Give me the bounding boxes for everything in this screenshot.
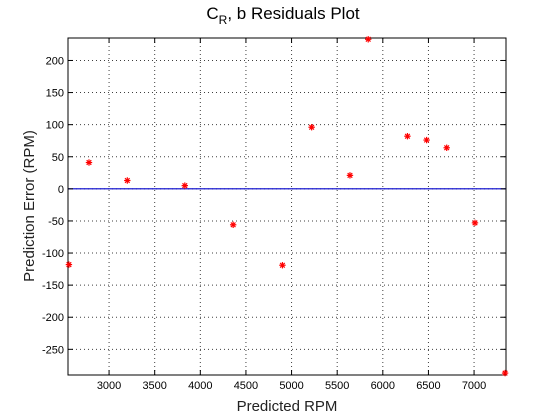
- data-points: [65, 36, 509, 377]
- y-tick-label: -200: [42, 312, 64, 324]
- y-axis-label: Prediction Error (RPM): [21, 130, 38, 282]
- tick-labels: 3000 3500 4000 4500 5000 5500 6000 6500 7000 200 1…: [42, 55, 486, 392]
- data-point: [443, 144, 450, 151]
- y-tick-label: 100: [46, 120, 64, 132]
- data-point: [308, 124, 315, 131]
- data-point: [65, 261, 73, 268]
- data-point: [471, 219, 479, 227]
- data-point: [423, 136, 430, 144]
- y-tick-label: 50: [52, 152, 64, 164]
- y-tick-label: -100: [42, 248, 64, 260]
- x-tick-label: 4500: [234, 380, 258, 392]
- data-point: [181, 182, 188, 189]
- y-tick-label: -50: [48, 216, 64, 228]
- x-tick-label: 5000: [279, 380, 303, 392]
- y-tick-label: -250: [42, 344, 64, 356]
- data-point: [229, 221, 237, 228]
- x-tick-label: 3500: [142, 380, 166, 392]
- y-tick-label: 200: [46, 55, 64, 67]
- x-tick-label: 7000: [462, 380, 486, 392]
- x-tick-label: 6000: [371, 380, 395, 392]
- data-point: [501, 369, 509, 377]
- data-point: [365, 36, 372, 43]
- axis-ticks: [68, 38, 506, 375]
- x-axis-label: Predicted RPM: [237, 398, 338, 415]
- data-point: [404, 133, 411, 140]
- x-tick-label: 3000: [97, 380, 121, 392]
- chart-title-rest: , b Residuals Plot: [227, 4, 360, 23]
- chart-title-main: C: [206, 4, 218, 23]
- y-tick-label: 0: [58, 184, 64, 196]
- data-point: [346, 172, 354, 179]
- chart-title-subscript: R: [219, 13, 228, 27]
- grid-lines: [68, 38, 506, 375]
- plot-area: [67, 37, 507, 376]
- data-point: [124, 177, 131, 184]
- data-point: [85, 159, 93, 166]
- y-tick-label: 150: [46, 88, 64, 100]
- chart-title: CR, b Residuals Plot: [206, 4, 360, 27]
- y-tick-label: -150: [42, 280, 64, 292]
- x-tick-label: 6500: [416, 380, 440, 392]
- x-tick-label: 4000: [188, 380, 212, 392]
- x-tick-label: 5500: [325, 380, 349, 392]
- data-point: [279, 262, 286, 269]
